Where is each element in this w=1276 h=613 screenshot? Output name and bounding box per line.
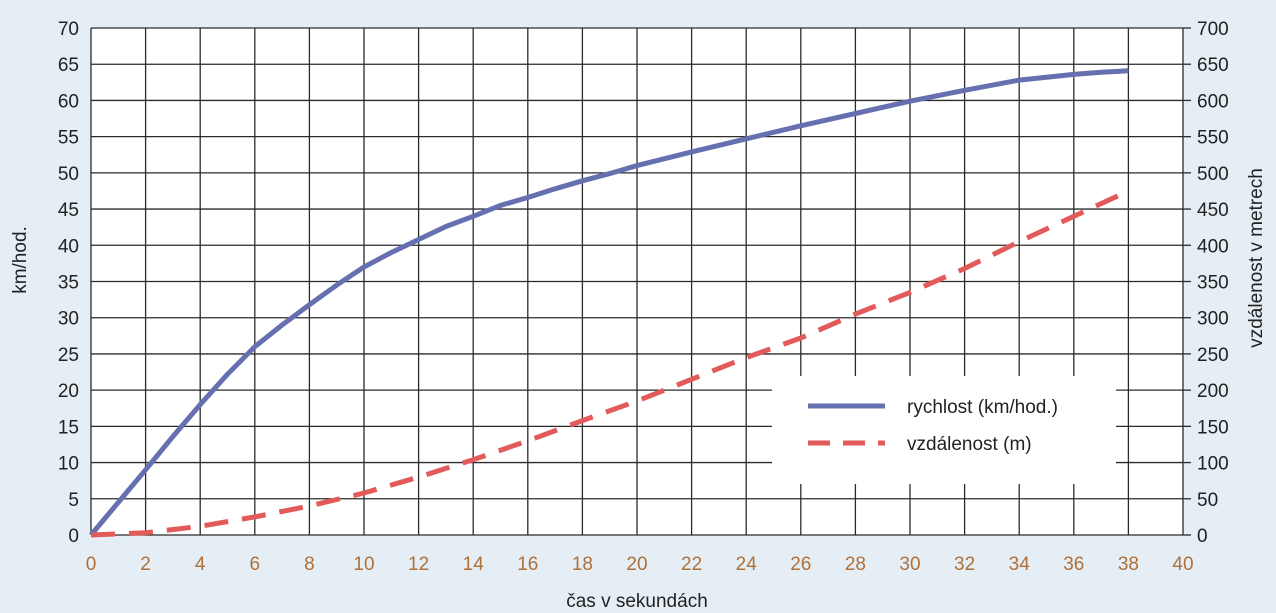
x-tick-label: 26 (790, 554, 811, 575)
right-tick-label: 550 (1197, 128, 1229, 149)
right-tick-label: 50 (1197, 490, 1218, 511)
right-tick-label: 450 (1197, 200, 1229, 221)
x-tick-label: 24 (736, 554, 758, 575)
left-tick-label: 50 (58, 164, 79, 185)
x-tick-label: 10 (353, 554, 374, 575)
x-tick-label: 28 (845, 554, 866, 575)
left-tick-label: 55 (58, 128, 79, 149)
x-tick-label: 18 (572, 554, 593, 575)
x-tick-label: 0 (86, 554, 97, 575)
series-line-rychlost (89, 68, 1129, 537)
x-tick-label: 40 (1172, 554, 1193, 575)
legend: rychlost (km/hod.) vzdálenost (m) (772, 376, 1116, 484)
x-axis-title: čas v sekundách (566, 591, 708, 612)
right-tick-label: 200 (1197, 381, 1229, 402)
right-tick-label: 500 (1197, 164, 1229, 185)
x-tick-label: 12 (408, 554, 429, 575)
x-tick-label: 32 (954, 554, 975, 575)
left-tick-label: 35 (58, 273, 79, 294)
left-tick-label: 25 (58, 345, 79, 366)
x-tick-label: 36 (1063, 554, 1084, 575)
right-axis-ticks: 0 50 100 150 200 250 300 350 400 450 500 550 600 650 7… (1183, 19, 1229, 547)
left-tick-label: 30 (58, 309, 79, 330)
left-tick-label: 60 (58, 91, 79, 112)
x-tick-label: 30 (899, 554, 920, 575)
x-tick-label: 20 (626, 554, 647, 575)
x-tick-label: 22 (681, 554, 702, 575)
x-axis-ticks: 0 2 4 6 8 10 12 14 16 18 20 22 24 26 28 30 32 34 36 38 40 (86, 554, 1194, 575)
x-tick-label: 14 (463, 554, 485, 575)
right-tick-label: 150 (1197, 417, 1229, 438)
right-tick-label: 700 (1197, 19, 1229, 40)
x-tick-label: 16 (517, 554, 538, 575)
right-tick-label: 400 (1197, 236, 1229, 257)
x-tick-label: 38 (1118, 554, 1139, 575)
left-tick-label: 45 (58, 200, 79, 221)
right-axis-title: vzdálenost v metrech (1246, 168, 1267, 348)
x-tick-label: 6 (250, 554, 261, 575)
right-tick-label: 300 (1197, 309, 1229, 330)
right-tick-label: 0 (1197, 526, 1208, 547)
left-tick-label: 40 (58, 236, 79, 257)
x-tick-label: 34 (1009, 554, 1031, 575)
right-tick-label: 350 (1197, 273, 1229, 294)
left-axis-ticks: 0 5 10 15 20 25 30 35 40 45 50 55 60 65 70 (58, 19, 79, 547)
x-tick-label: 2 (140, 554, 151, 575)
left-tick-label: 15 (58, 417, 79, 438)
left-tick-label: 10 (58, 454, 79, 475)
right-tick-label: 650 (1197, 55, 1229, 76)
left-tick-label: 0 (68, 526, 79, 547)
series-line-vzdalenost (90, 188, 1130, 538)
left-tick-label: 20 (58, 381, 79, 402)
legend-label-vzdalenost: vzdálenost (m) (907, 434, 1032, 455)
left-axis-title: km/hod. (10, 226, 31, 294)
legend-label-rychlost: rychlost (km/hod.) (907, 397, 1058, 418)
x-tick-label: 4 (195, 554, 206, 575)
right-tick-label: 600 (1197, 91, 1229, 112)
right-tick-label: 250 (1197, 345, 1229, 366)
series-layer (89, 68, 1130, 538)
x-tick-label: 8 (304, 554, 315, 575)
right-tick-label: 100 (1197, 454, 1229, 475)
left-tick-label: 70 (58, 19, 79, 40)
legend-box (772, 376, 1116, 484)
left-tick-label: 5 (68, 490, 79, 511)
left-tick-label: 65 (58, 55, 79, 76)
